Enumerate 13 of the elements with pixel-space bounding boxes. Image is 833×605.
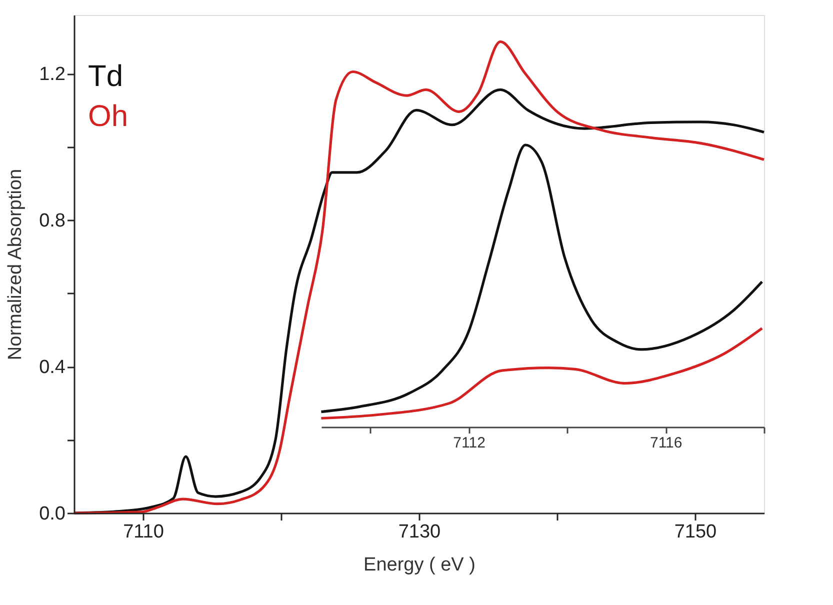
y-tick-label: 1.2	[39, 64, 66, 86]
x-axis-title: Energy ( eV )	[364, 554, 476, 576]
y-axis-title: Normalized Absorption	[5, 168, 26, 360]
x-tick-label: 7112	[453, 434, 486, 452]
x-tick-label: 7110	[123, 522, 164, 542]
text: Td	[88, 60, 124, 93]
x-tick-label: 7150	[674, 522, 717, 542]
y-tick-label: 0.4	[39, 357, 66, 378]
y-tick-label: 0.8	[39, 210, 66, 232]
y-tick-label: 0.0	[39, 504, 66, 524]
x-tick-label: 7130	[398, 522, 441, 542]
x-tick-label: 7116	[650, 434, 682, 452]
text: Oh	[88, 100, 128, 133]
